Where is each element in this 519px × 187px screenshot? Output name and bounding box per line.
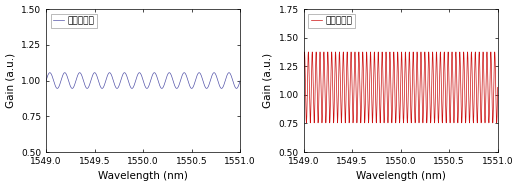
- 내부공진기: [129, 87, 135, 90]
- 외부공진기: [415, 105, 421, 108]
- 외부공진기: [495, 86, 501, 88]
- X-axis label: Wavelength (nm): Wavelength (nm): [356, 171, 445, 181]
- 외부공진기: [310, 91, 317, 93]
- 외부공진기: [302, 51, 308, 53]
- 내부공진기: [197, 73, 203, 75]
- Legend: 내부공진기: 내부공진기: [51, 14, 98, 28]
- 외부공진기: [371, 64, 377, 66]
- 내부공진기: [158, 87, 164, 89]
- 내부공진기: [53, 86, 59, 88]
- Legend: 외부공진기: 외부공진기: [308, 14, 355, 28]
- Y-axis label: Gain (a.u.): Gain (a.u.): [6, 53, 16, 108]
- X-axis label: Wavelength (nm): Wavelength (nm): [98, 171, 188, 181]
- Y-axis label: Gain (a.u.): Gain (a.u.): [263, 53, 273, 108]
- 내부공진기: [237, 79, 243, 82]
- 내부공진기: [113, 87, 119, 89]
- 내부공진기: [151, 72, 157, 74]
- 외부공진기: [301, 86, 307, 88]
- Line: 내부공진기: 내부공진기: [46, 73, 240, 88]
- 외부공진기: [444, 70, 450, 73]
- 내부공진기: [187, 85, 193, 88]
- 외부공진기: [494, 122, 500, 124]
- Line: 외부공진기: 외부공진기: [304, 52, 498, 123]
- 외부공진기: [455, 122, 461, 124]
- 내부공진기: [43, 79, 49, 82]
- 내부공진기: [167, 72, 173, 74]
- 외부공진기: [424, 121, 430, 124]
